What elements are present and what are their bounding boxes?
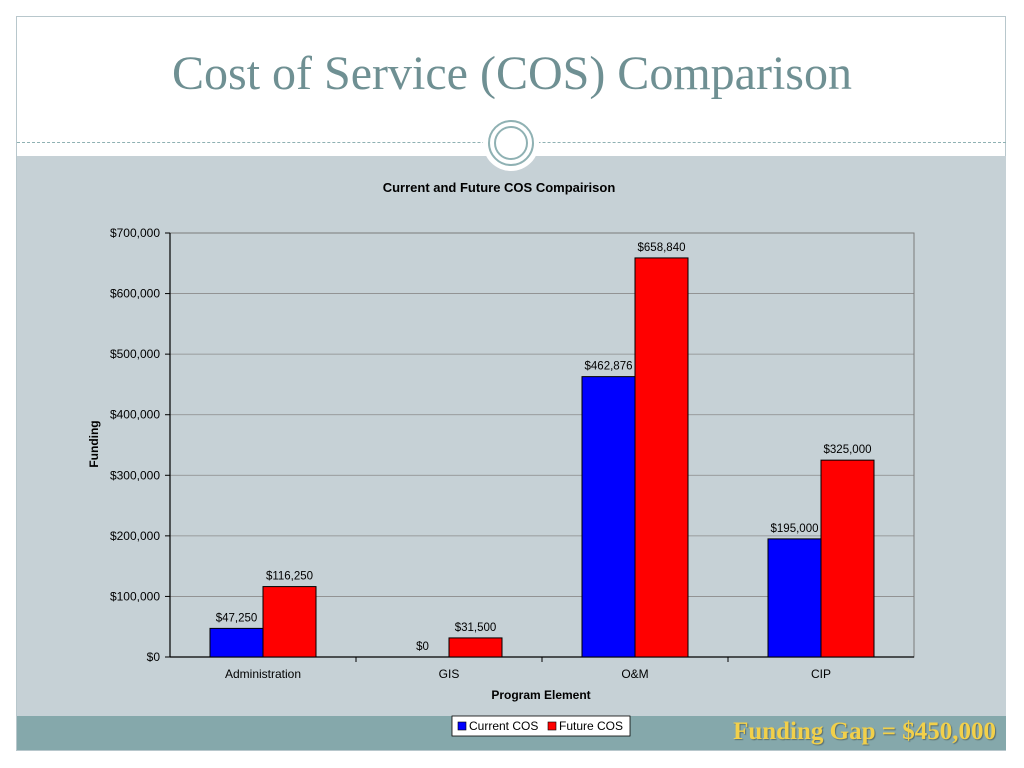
y-axis-title: Funding (87, 420, 101, 467)
y-tick-label: $0 (147, 650, 161, 664)
bar-current-cos (767, 538, 822, 658)
bar-future-cos (448, 637, 503, 658)
funding-gap-callout: Funding Gap = $450,000 (733, 718, 996, 745)
x-tick-label: CIP (811, 667, 831, 681)
ring-ornament-icon (483, 115, 539, 171)
y-tick-label: $600,000 (110, 287, 160, 301)
x-tick-label: GIS (439, 667, 460, 681)
bar-future-cos (820, 459, 875, 658)
legend-box (451, 715, 631, 737)
bar-future-cos (262, 586, 317, 658)
bar-current-cos (209, 627, 264, 658)
data-labels: $47,250 $116,250 $0 $31,500 $462,876 $658,840… (216, 242, 872, 653)
legend-swatch-current (457, 721, 467, 731)
bar-future-cos (634, 257, 689, 658)
chart-legend: Current COS Future COS (451, 715, 631, 737)
data-label: $658,840 (638, 242, 686, 254)
data-label: $195,000 (771, 523, 819, 535)
bar-current-cos (581, 376, 636, 658)
data-label: $325,000 (824, 444, 872, 456)
data-label: $462,876 (585, 361, 633, 373)
y-tick-label: $700,000 (110, 226, 160, 240)
y-tick-label: $400,000 (110, 408, 160, 422)
y-tick-label: $100,000 (110, 589, 160, 603)
chart-title: Current and Future COS Compairison (383, 180, 616, 195)
legend-swatch-future (547, 721, 557, 731)
legend-label-current: Current COS (469, 719, 538, 733)
y-tick-label: $300,000 (110, 468, 160, 482)
data-label: $31,500 (455, 622, 497, 634)
legend-label-future: Future COS (559, 719, 623, 733)
x-tick-label: O&M (621, 667, 648, 681)
x-axis-title: Program Element (491, 688, 590, 702)
y-tick-label: $500,000 (110, 347, 160, 361)
slide-title: Cost of Service (COS) Comparison (172, 47, 852, 100)
y-tick-label: $200,000 (110, 529, 160, 543)
data-label: $116,250 (266, 571, 313, 583)
bars (209, 257, 875, 658)
data-label: $47,250 (216, 612, 258, 624)
x-tick-label: Administration (225, 667, 301, 681)
data-label: $0 (416, 641, 429, 653)
